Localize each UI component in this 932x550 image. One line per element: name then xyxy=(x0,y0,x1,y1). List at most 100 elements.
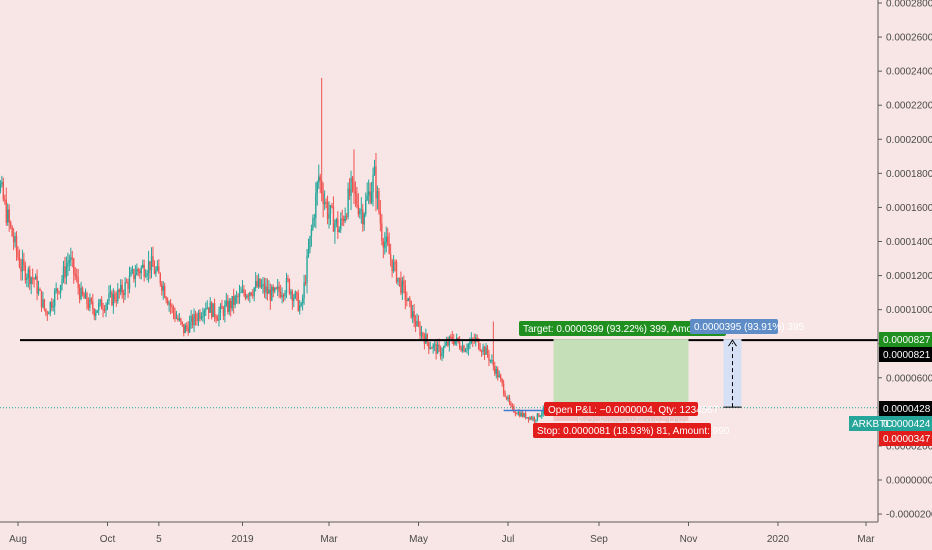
candle-body xyxy=(83,294,85,299)
price-tags: 0.0000827 0.0000821 0.0000428 ARKBTC 0.0… xyxy=(849,332,932,446)
candle-layer xyxy=(0,77,547,424)
price-tick-label: 0.0002800 xyxy=(886,0,932,10)
candle-body xyxy=(451,336,453,341)
time-tick-label: 2019 xyxy=(231,534,254,545)
candle-body xyxy=(303,282,305,299)
candle-body xyxy=(313,217,316,219)
candle-body xyxy=(71,257,73,259)
candle-body xyxy=(479,348,481,351)
candle-body xyxy=(194,314,197,320)
candle-body xyxy=(58,291,60,293)
candle-body xyxy=(155,269,157,274)
candle-body xyxy=(133,269,135,279)
candle-body xyxy=(153,266,156,274)
candle-body xyxy=(281,295,283,297)
candle-body xyxy=(260,285,263,288)
candle-body xyxy=(109,291,112,294)
candle-body xyxy=(119,284,122,293)
entry-price-tag-bg xyxy=(879,401,932,416)
candle-body xyxy=(520,412,522,417)
candle-body xyxy=(341,218,343,220)
candle-body xyxy=(367,191,370,196)
price-tick-label: 0.0002400 xyxy=(886,67,932,78)
candle-body xyxy=(291,291,294,301)
candle-body xyxy=(271,286,273,301)
time-axis-ticks[interactable]: Aug Oct 5 2019 Mar May Jul Sep Nov 2020 Mar xyxy=(9,522,875,545)
candle-body xyxy=(24,265,27,280)
measure-tool[interactable] xyxy=(723,339,742,408)
candle-body xyxy=(463,345,465,352)
candle-body xyxy=(121,284,123,294)
candle-body xyxy=(197,312,200,321)
candle-body xyxy=(494,366,496,374)
candle-body xyxy=(419,325,421,336)
time-tick-label: May xyxy=(409,534,428,545)
candle-body xyxy=(149,261,151,271)
candle-body xyxy=(84,293,87,299)
candle-body xyxy=(1,182,3,185)
price-tick-label: 0.0001800 xyxy=(886,169,932,180)
candle-body xyxy=(529,417,531,420)
candle-body xyxy=(539,415,541,417)
candle-body xyxy=(436,344,439,354)
candle-body xyxy=(312,218,314,229)
candle-body xyxy=(45,308,47,314)
candle-body xyxy=(73,258,75,274)
candle-body xyxy=(225,300,228,306)
candle-body xyxy=(450,336,452,338)
candle-body xyxy=(467,344,470,350)
candle-body xyxy=(379,211,382,224)
candle-body xyxy=(166,300,169,305)
candle-body xyxy=(356,194,358,206)
candle-body xyxy=(366,195,368,200)
candle-body xyxy=(78,287,81,299)
candle-body xyxy=(309,236,311,250)
candle-body xyxy=(224,305,226,316)
candle-body xyxy=(244,293,247,298)
candle-body xyxy=(14,236,16,243)
candle-body xyxy=(75,276,78,278)
candle-body xyxy=(21,259,24,272)
candle-body xyxy=(272,286,274,292)
candle-body xyxy=(142,264,144,268)
candle-body xyxy=(34,276,37,280)
candle-body xyxy=(30,277,32,285)
target-price-tag-bg xyxy=(879,332,932,347)
candle-body xyxy=(124,282,126,296)
candle-body xyxy=(514,412,517,414)
candle-body xyxy=(169,303,172,307)
candle-body xyxy=(447,342,449,346)
candle-body xyxy=(458,341,461,348)
candle-body xyxy=(241,289,244,293)
candle-body xyxy=(306,255,308,283)
candle-body xyxy=(164,286,166,298)
candle-body xyxy=(240,292,242,294)
candle-body xyxy=(23,259,25,266)
candle-body xyxy=(254,281,257,288)
candle-body xyxy=(74,273,76,277)
candle-body xyxy=(215,316,217,320)
candle-body xyxy=(152,256,154,267)
candle-body xyxy=(477,338,480,349)
candle-body xyxy=(498,375,500,378)
candle-body xyxy=(111,291,113,306)
candle-body xyxy=(77,277,79,288)
target-zone[interactable] xyxy=(553,339,689,408)
candle-body xyxy=(532,417,534,420)
candle-body xyxy=(376,191,379,199)
candle-body xyxy=(143,264,145,277)
candle-body xyxy=(29,269,31,285)
measure-zone[interactable] xyxy=(723,339,742,408)
candle-body xyxy=(256,281,258,287)
risk-reward-label: Risk/Reward Ratio: 4.93 xyxy=(577,416,685,427)
candle-body xyxy=(519,412,521,417)
candle-body xyxy=(196,319,198,321)
candle-body xyxy=(420,332,423,336)
time-tick-label: 2020 xyxy=(767,534,790,545)
candle-body xyxy=(108,293,110,302)
candle-body xyxy=(51,302,53,308)
entry-price-tag: 0.0000428 xyxy=(883,404,931,415)
candle-body xyxy=(384,241,386,248)
candle-body xyxy=(403,280,405,286)
